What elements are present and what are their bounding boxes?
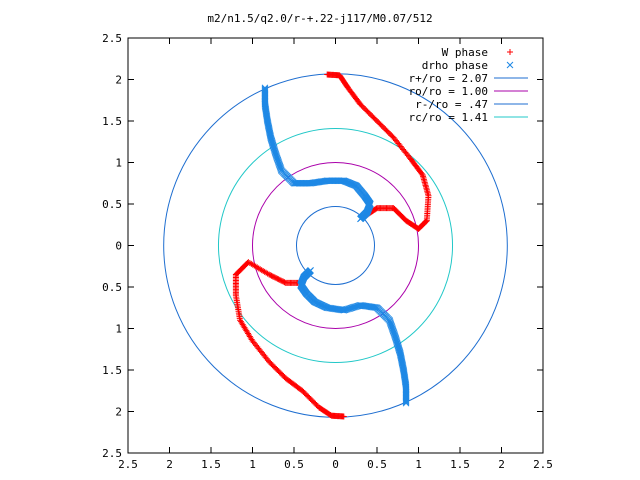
drho-phase-point [307, 267, 314, 274]
reference-circles [163, 73, 508, 418]
x-tick-label: 0 [332, 458, 339, 471]
drho-phase-point [387, 321, 395, 329]
drho-phase-point [274, 156, 282, 164]
x-tick-label: 1.5 [450, 458, 470, 471]
drho-phase-point [273, 153, 280, 160]
y-tick-label: 1.5 [102, 364, 122, 377]
w-phase-point [418, 170, 425, 177]
drho-phase-point [390, 328, 397, 336]
drho-phase-point [275, 159, 282, 166]
x-tick-label: 0.5 [284, 458, 304, 471]
y-tick-label: 0 [115, 240, 122, 253]
drho-phase-point [274, 155, 281, 163]
drho-phase-point [389, 325, 396, 332]
w-phase-point [237, 318, 244, 325]
legend-key-w-phase [507, 49, 513, 55]
drho-phase-point [388, 322, 395, 330]
drho-phase-point [272, 149, 279, 157]
legend-label: rc/ro = 1.41 [409, 111, 488, 124]
y-tick-label: 1 [115, 323, 122, 336]
y-tick-label: 0.5 [102, 198, 122, 211]
y-tick-label: 2.5 [102, 32, 122, 45]
drho-phase-point [387, 320, 395, 328]
y-tick-label: 2.5 [102, 447, 122, 460]
x-tick-label: 0.5 [367, 458, 387, 471]
legend-label: W phase [442, 46, 488, 59]
circle-r-1-41 [217, 127, 454, 364]
drho-phase-point [276, 162, 284, 170]
drho-phase-point [391, 333, 399, 341]
data-markers [232, 71, 432, 420]
circle-r-1 [252, 162, 419, 329]
x-tick-label: 1 [249, 458, 256, 471]
legend-key-drho-phase [506, 61, 514, 69]
x-tick-label: 1 [415, 458, 422, 471]
drho-phase-point [273, 154, 281, 162]
drho-phase-point [389, 327, 397, 335]
x-tick-label: 2 [498, 458, 505, 471]
legend-label: ro/ro = 1.00 [409, 85, 488, 98]
drho-phase-point [357, 215, 364, 223]
legend-label: r+/ro = 2.07 [409, 72, 488, 85]
y-tick-label: 0.5 [102, 281, 122, 294]
x-tick-label: 1.5 [201, 458, 221, 471]
drho-phase-point [391, 332, 399, 339]
drho-phase-point [274, 157, 282, 165]
drho-phase-point [275, 160, 283, 168]
drho-phase-point [272, 152, 280, 159]
x-tick-label: 2 [166, 458, 173, 471]
drho-phase-point [388, 323, 396, 331]
drho-phase-point [391, 331, 398, 338]
circle-r-0-47 [295, 205, 376, 286]
drho-phase-point [276, 161, 283, 169]
axis-ticks: 2.5 2 1.5 1 0.5 0 0.5 1 1.5 2 2.52.521.510.500.511… [102, 32, 553, 471]
y-tick-label: 1 [115, 157, 122, 170]
x-tick-label: 2.5 [118, 458, 138, 471]
drho-phase-point [389, 326, 397, 334]
y-tick-label: 2 [115, 406, 122, 419]
drho-phase-point [392, 334, 399, 342]
drho-phase-point [277, 165, 285, 172]
drho-phase-point [390, 329, 398, 337]
y-tick-label: 1.5 [102, 115, 122, 128]
w-phase-point [264, 270, 271, 277]
drho-phase-point [276, 163, 284, 171]
chart-title: m2/n1.5/q2.0/r-+.22-j117/M0.07/512 [207, 12, 432, 25]
drho-phase-point [272, 150, 280, 158]
drho-phase-point [386, 319, 394, 326]
y-tick-label: 2 [115, 74, 122, 87]
x-tick-label: 2.5 [533, 458, 553, 471]
circle-r-2-07 [163, 73, 508, 418]
legend-label: drho phase [422, 59, 488, 72]
legend-label: r-/ro = .47 [415, 98, 488, 111]
